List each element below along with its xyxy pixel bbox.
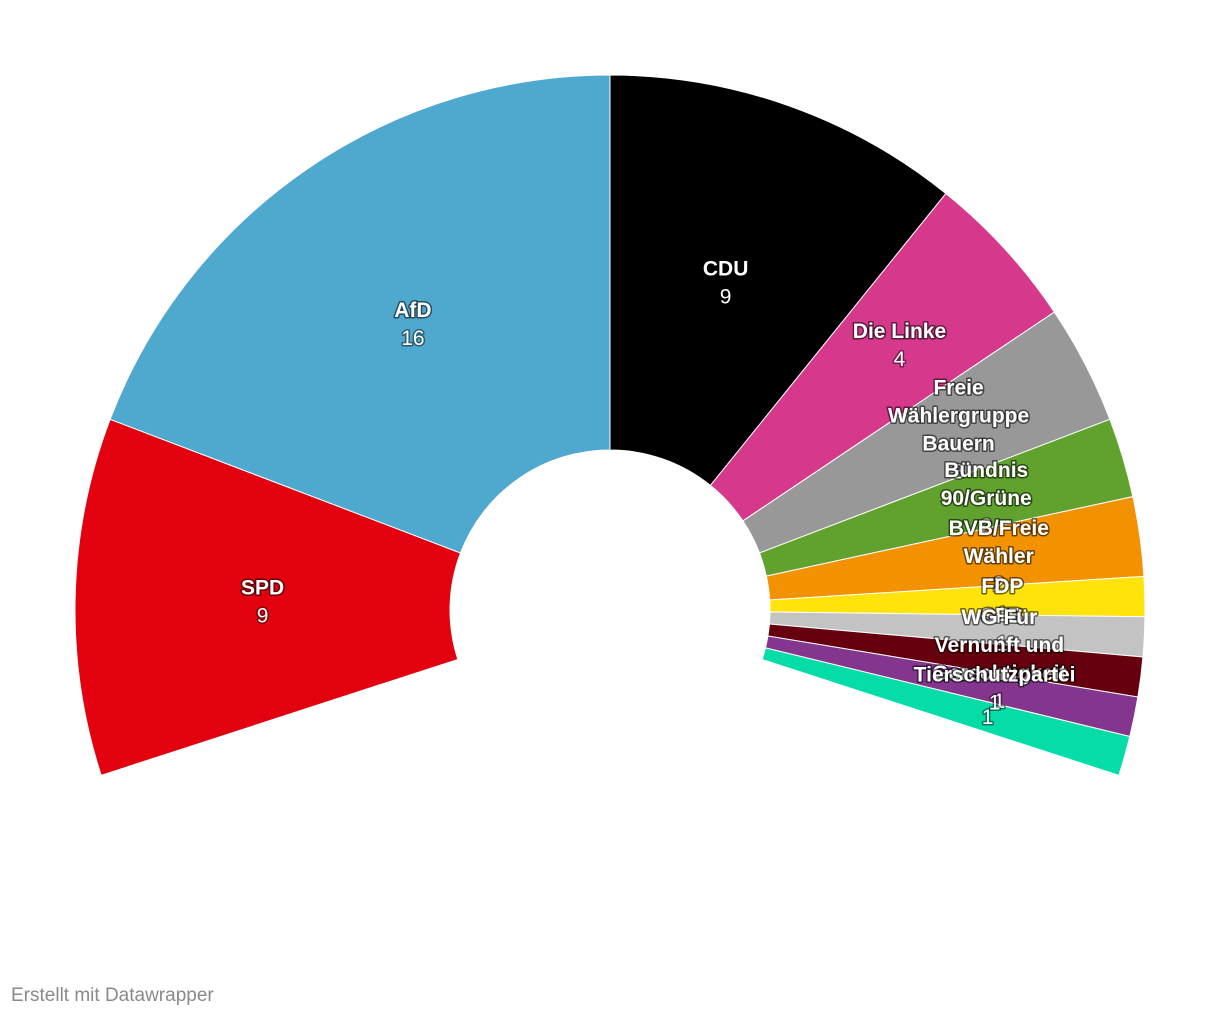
segment-label-name: Bauern [922, 433, 994, 456]
segment-label-value: 1 [989, 691, 1001, 714]
label-bvb-freie-waehler: BVB/Freie Wähler 2 [947, 515, 1050, 597]
footer-credit: Erstellt mit Datawrapper [11, 985, 214, 1006]
segment-label-name: CDU [703, 257, 749, 280]
segment-label-name: 90/Grüne [941, 487, 1032, 510]
segment-label-name: AfD [394, 299, 431, 322]
label-party-11: 1 [980, 705, 995, 731]
segment-label-name: BVB/Freie [949, 517, 1049, 540]
label-wg-fuer-vernunft-und-gerechtigkeit: WG Für Vernunft und Gerechtigkeit 1 [931, 605, 1068, 715]
label-tierschutzpartei: Tierschutzpartei 1 [912, 662, 1077, 716]
segment-label-value: 1 [994, 690, 1006, 713]
segment-label-value: 16 [401, 327, 424, 350]
label-spd: SPD 9 [240, 575, 286, 629]
label-cdu: CDU 9 [701, 256, 750, 310]
segment-label-name: Freie [933, 377, 983, 400]
segment-label-name: Tierschutzpartei [914, 663, 1076, 686]
segment-label-name: Vernunft und [935, 634, 1065, 657]
label-buendnis-90-gruene: Bündnis 90/Grüne 2 [939, 458, 1033, 540]
segment-label-name: WG Für [961, 606, 1037, 629]
segment-label-name: FDP [981, 575, 1023, 598]
label-die-linke: Die Linke 4 [851, 318, 947, 372]
segment-party-11 [761, 647, 1131, 776]
segment-label-name: Wählergruppe [888, 405, 1029, 428]
parliament-chart-svg: SPD 9 AfD 16 CDU 9 Die Linke 4 Freie Wählergruppe… [74, 74, 1146, 776]
label-afd: AfD 16 [393, 297, 433, 351]
segment-label-value: 1 [997, 603, 1009, 626]
segment-label-value: 4 [894, 348, 906, 371]
label-freie-waehlergruppe-bauern: Freie Wählergruppe Bauern 3 [886, 375, 1030, 485]
segment-label-name: SPD [241, 576, 284, 599]
segment-label-value: 2 [980, 515, 992, 538]
segment-afd [109, 74, 611, 554]
segment-spd [74, 418, 462, 776]
segment-label-name: Bündnis [944, 459, 1028, 482]
segment-label-name: Gerechtigkeit [932, 662, 1066, 685]
segment-label-value: 1 [996, 633, 1008, 656]
parliament-chart: SPD 9 AfD 16 CDU 9 Die Linke 4 Freie Wählergruppe… [74, 74, 1146, 776]
segment-label-name: Die Linke [853, 320, 946, 343]
label-fdp: FDP 1 [980, 574, 1025, 628]
segment-label-value: 9 [257, 604, 269, 627]
segment-label-value: 9 [720, 285, 732, 308]
segment-label-name: SFB [981, 605, 1023, 628]
segment-label-name: Wähler [964, 545, 1034, 568]
segment-label-value: 3 [953, 461, 965, 484]
segment-label-value: 2 [993, 573, 1005, 596]
segment-cdu [609, 74, 947, 487]
segment-label-value: 1 [982, 706, 994, 729]
